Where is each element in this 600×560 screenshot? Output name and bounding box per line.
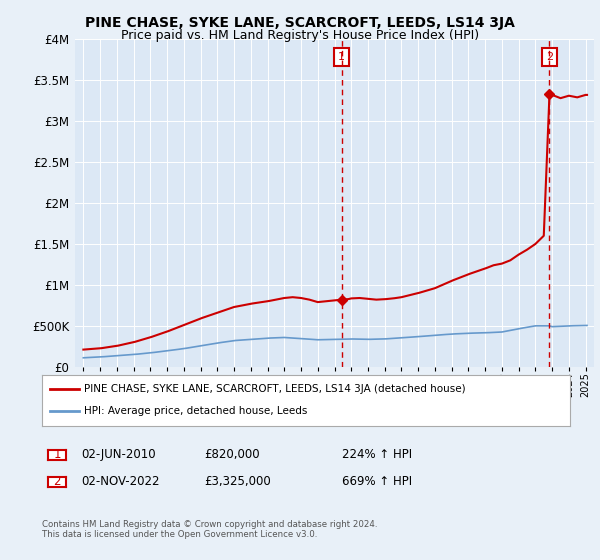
Text: PINE CHASE, SYKE LANE, SCARCROFT, LEEDS, LS14 3JA: PINE CHASE, SYKE LANE, SCARCROFT, LEEDS,… [85,16,515,30]
Text: Price paid vs. HM Land Registry's House Price Index (HPI): Price paid vs. HM Land Registry's House … [121,29,479,42]
Text: 02-NOV-2022: 02-NOV-2022 [81,475,160,488]
Text: £820,000: £820,000 [204,448,260,461]
Text: Contains HM Land Registry data © Crown copyright and database right 2024.
This d: Contains HM Land Registry data © Crown c… [42,520,377,539]
Text: 02-JUN-2010: 02-JUN-2010 [81,448,155,461]
Text: 224% ↑ HPI: 224% ↑ HPI [342,448,412,461]
Text: £3,325,000: £3,325,000 [204,475,271,488]
Text: 1: 1 [53,448,61,461]
Text: 2: 2 [546,52,553,62]
Text: 669% ↑ HPI: 669% ↑ HPI [342,475,412,488]
Text: 1: 1 [338,52,345,62]
Text: HPI: Average price, detached house, Leeds: HPI: Average price, detached house, Leed… [84,407,308,417]
Text: 2: 2 [53,475,61,488]
Text: PINE CHASE, SYKE LANE, SCARCROFT, LEEDS, LS14 3JA (detached house): PINE CHASE, SYKE LANE, SCARCROFT, LEEDS,… [84,384,466,394]
